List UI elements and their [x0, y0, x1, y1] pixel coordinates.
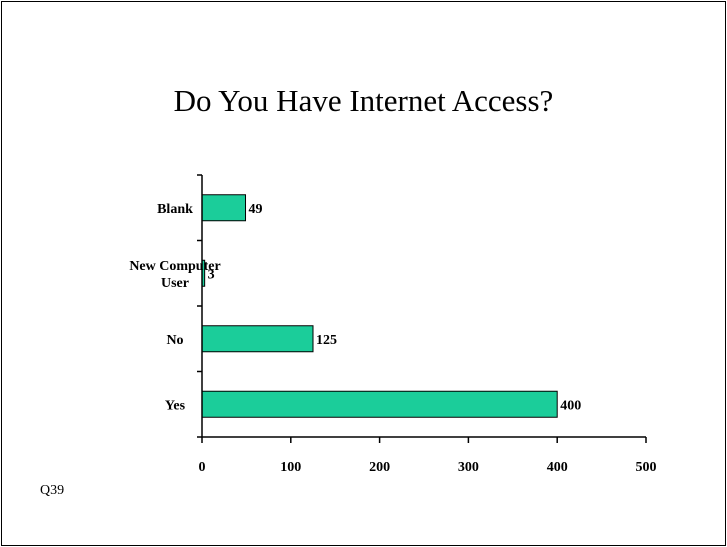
category-label-new-computer-user-line-2: User — [161, 276, 189, 291]
category-label-no: No — [166, 333, 183, 348]
data-label-new-computer-user: 3 — [208, 267, 215, 282]
x-tick-label-200: 200 — [369, 460, 390, 475]
bar-no — [201, 325, 314, 353]
x-tick-label-500: 500 — [636, 460, 657, 475]
x-tick-label-100: 100 — [280, 460, 301, 475]
x-tick-label-0: 0 — [199, 460, 206, 475]
category-label-blank: Blank — [157, 202, 193, 217]
question-code: Q39 — [40, 483, 65, 498]
category-label-new-computer-user-line-1: New Computer — [129, 259, 220, 274]
chart-title: Do You Have Internet Access? — [173, 83, 554, 118]
category-label-yes: Yes — [165, 398, 186, 413]
x-tick-label-300: 300 — [458, 460, 479, 475]
data-label-blank: 49 — [249, 202, 263, 217]
bar-blank — [201, 194, 247, 222]
x-tick-label-400: 400 — [547, 460, 568, 475]
bar-yes — [201, 390, 558, 418]
data-label-yes: 400 — [560, 398, 581, 413]
data-label-no: 125 — [316, 333, 337, 348]
